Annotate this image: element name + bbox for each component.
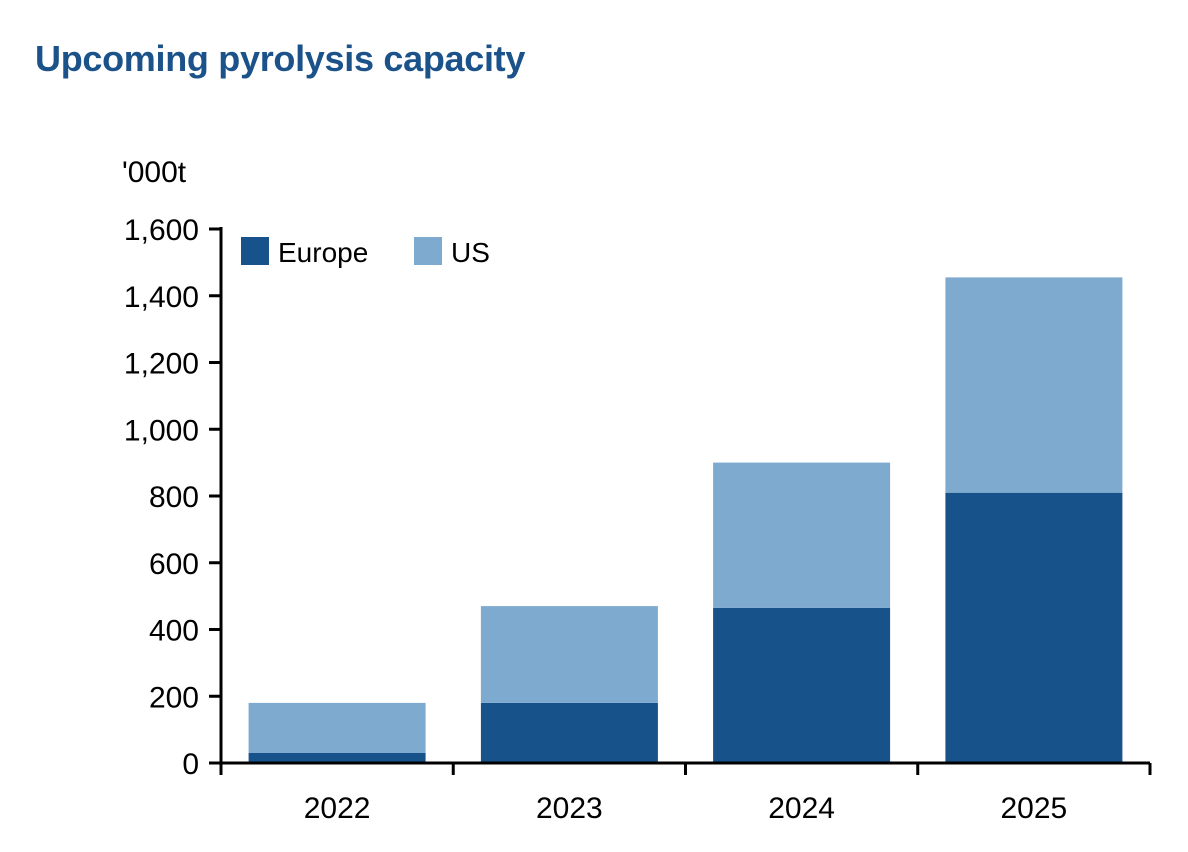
legend-swatch-europe	[241, 237, 269, 265]
y-tick-label-0: 0	[182, 748, 199, 781]
y-tick-label-1600: 1,600	[124, 214, 199, 247]
bar-us-2025	[945, 277, 1123, 493]
bar-group	[248, 277, 1123, 763]
y-tick-label-200: 200	[149, 681, 199, 714]
bar-europe-2025	[945, 492, 1123, 763]
y-tick-label-600: 600	[149, 548, 199, 581]
x-tick-label-2023: 2023	[536, 792, 603, 825]
x-tick-label-2022: 2022	[304, 792, 371, 825]
bar-europe-2022	[248, 753, 426, 763]
y-tick-label-1400: 1,400	[124, 281, 199, 314]
y-tick-label-400: 400	[149, 615, 199, 648]
y-tick-label-800: 800	[149, 481, 199, 514]
x-tick-label-2025: 2025	[1001, 792, 1068, 825]
y-axis-unit-label: '000t	[122, 156, 187, 189]
y-tick-label-1200: 1,200	[124, 348, 199, 381]
chart-title: Upcoming pyrolysis capacity	[35, 38, 526, 79]
legend-swatch-us	[414, 237, 442, 265]
legend: Europe US	[241, 237, 490, 268]
x-tick-label-2024: 2024	[768, 792, 835, 825]
bar-us-2022	[248, 702, 426, 753]
legend-label-us: US	[451, 237, 490, 268]
bar-us-2024	[713, 462, 891, 608]
bar-us-2023	[480, 606, 658, 703]
legend-label-europe: Europe	[278, 237, 368, 268]
axes: 0 200 400 600 800 1,000 1,200 1,400 1,600 2022 202…	[124, 214, 1152, 825]
bar-europe-2023	[480, 702, 658, 763]
bar-europe-2024	[713, 607, 891, 763]
y-tick-label-1000: 1,000	[124, 414, 199, 447]
